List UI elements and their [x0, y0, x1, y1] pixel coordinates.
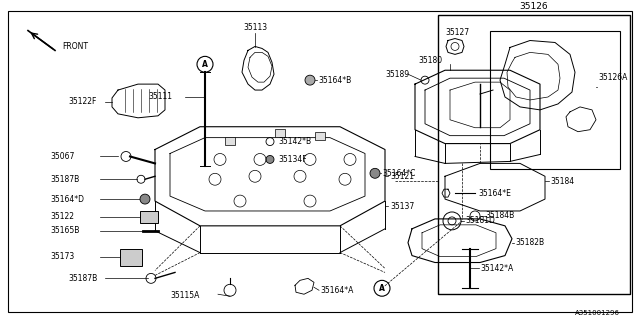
Text: 35180: 35180 — [418, 56, 442, 65]
Bar — [315, 132, 325, 140]
Bar — [275, 129, 285, 137]
Text: 35173: 35173 — [50, 252, 74, 261]
Text: 35187B: 35187B — [68, 274, 97, 283]
Circle shape — [140, 194, 150, 204]
Text: 35164*B: 35164*B — [318, 76, 351, 85]
Text: 35182B: 35182B — [515, 238, 544, 247]
Bar — [140, 211, 158, 223]
Text: 35127: 35127 — [445, 28, 469, 37]
Text: A351001296: A351001296 — [575, 310, 620, 316]
Text: 35126A: 35126A — [598, 73, 627, 82]
Text: FRONT: FRONT — [62, 42, 88, 51]
Text: 35126: 35126 — [520, 2, 548, 11]
Text: 35164*C: 35164*C — [382, 169, 415, 178]
Bar — [225, 137, 235, 145]
Text: 35115A: 35115A — [170, 291, 200, 300]
Text: 35142*B: 35142*B — [278, 137, 311, 146]
Text: 35111: 35111 — [148, 92, 172, 101]
Text: A: A — [202, 60, 208, 69]
Text: 35164*E: 35164*E — [478, 188, 511, 198]
Text: 35184: 35184 — [550, 177, 574, 186]
Text: 35184B: 35184B — [485, 212, 515, 220]
Bar — [438, 15, 630, 294]
Circle shape — [266, 156, 274, 164]
Text: 35122F: 35122F — [68, 98, 97, 107]
Circle shape — [305, 75, 315, 85]
Bar — [120, 249, 142, 267]
Text: 35165B: 35165B — [50, 226, 79, 235]
Text: 35181D: 35181D — [465, 216, 495, 225]
Text: 35189: 35189 — [386, 70, 410, 79]
Text: 35122: 35122 — [50, 212, 74, 221]
Text: 35113: 35113 — [243, 23, 267, 32]
Circle shape — [370, 168, 380, 178]
Text: 35164*D: 35164*D — [50, 195, 84, 204]
Text: 35142*A: 35142*A — [480, 264, 513, 273]
Text: 35164*A: 35164*A — [320, 286, 353, 295]
Text: 35067: 35067 — [50, 152, 74, 161]
Text: 35134F: 35134F — [278, 155, 307, 164]
Text: 35137: 35137 — [390, 202, 414, 211]
Text: 35121: 35121 — [390, 172, 414, 181]
Bar — [490, 31, 620, 169]
Text: 35187B: 35187B — [50, 175, 79, 184]
Text: A: A — [379, 284, 385, 293]
